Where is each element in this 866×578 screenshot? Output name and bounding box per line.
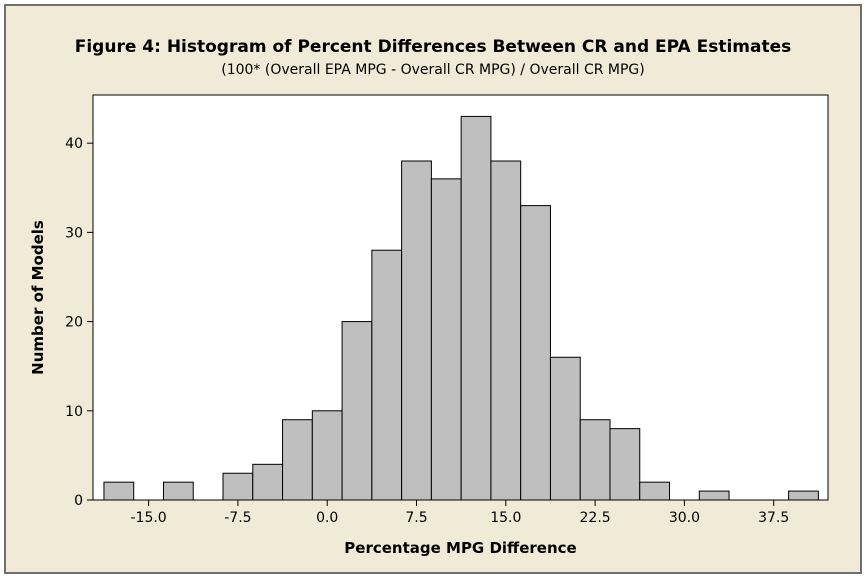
histogram-bar-2: [162, 481, 194, 501]
histogram-bar-23: [788, 490, 819, 501]
y-tick-label: 20: [65, 315, 83, 331]
histogram-bar-10: [401, 160, 432, 501]
histogram-chart: 0 10 20 30 40 -15.0 -7.5 0.0 7.5 15.0 22.5 30.0 37.5…: [29, 94, 829, 557]
y-tick-label: 40: [65, 136, 83, 152]
x-tick-label: 0.0: [316, 510, 338, 526]
x-tick-label: 37.5: [758, 510, 789, 526]
histogram-bar-7: [311, 410, 343, 501]
chart-title: Figure 4: Histogram of Percent Differenc…: [74, 37, 792, 57]
x-tick-label: 7.5: [405, 510, 427, 526]
y-tick-label: 10: [65, 404, 83, 420]
histogram-bar-16: [579, 419, 611, 501]
histogram-bar-9: [371, 249, 403, 501]
histogram-bar-0: [103, 481, 135, 501]
histogram-bar-8: [341, 321, 373, 501]
histogram-bar-15: [549, 356, 581, 501]
y-axis-label: Number of Models: [29, 220, 47, 375]
histogram-bar-12: [460, 115, 492, 501]
histogram-bar-20: [698, 490, 730, 501]
x-tick-label: 22.5: [580, 510, 611, 526]
histogram-bar-18: [639, 481, 671, 501]
x-axis-label: Percentage MPG Difference: [344, 539, 576, 557]
x-tick-label: -7.5: [224, 510, 251, 526]
histogram-bar-17: [609, 428, 641, 501]
histogram-bar-5: [252, 463, 284, 501]
histogram-bar-11: [430, 178, 462, 501]
chart-subtitle: (100* (Overall EPA MPG - Overall CR MPG)…: [221, 62, 645, 78]
histogram-bar-6: [282, 419, 313, 501]
histogram-bar-13: [490, 160, 522, 501]
x-tick-label: 30.0: [669, 510, 700, 526]
x-tick-label: -15.0: [130, 510, 166, 526]
y-tick-label: 0: [74, 493, 83, 509]
y-tick-label: 30: [65, 225, 83, 241]
histogram-bar-4: [222, 472, 254, 501]
histogram-bar-14: [520, 205, 551, 501]
chart-frame: Figure 4: Histogram of Percent Differenc…: [4, 4, 862, 574]
x-tick-label: 15.0: [490, 510, 521, 526]
